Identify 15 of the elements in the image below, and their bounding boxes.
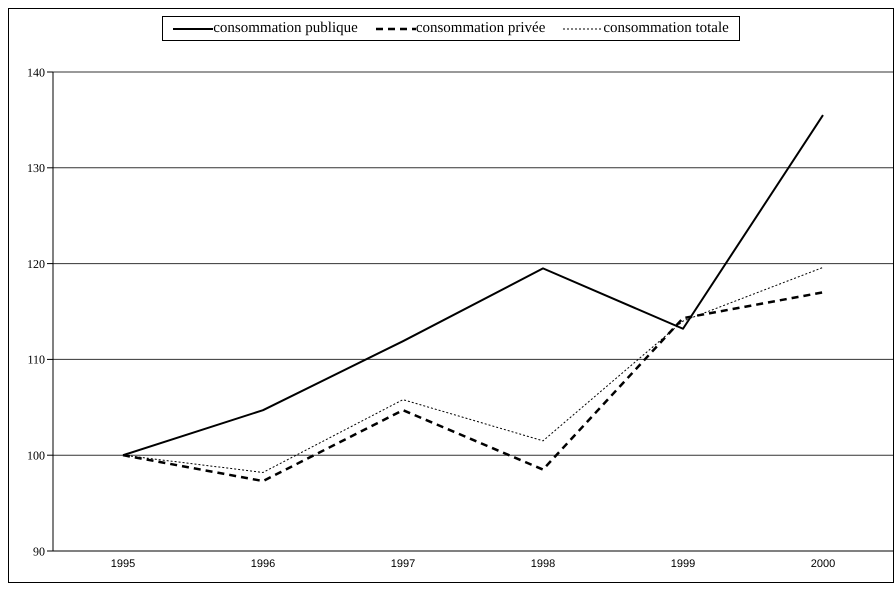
- x-tick-label: 1997: [390, 558, 416, 570]
- y-tick-label: 120: [27, 256, 45, 271]
- y-tick-label: 100: [27, 448, 45, 462]
- legend-label: consommation privée: [416, 20, 546, 37]
- x-tick-label: 1996: [250, 558, 276, 570]
- x-tick-label: 1999: [670, 558, 696, 570]
- legend-label: consommation publique: [213, 20, 358, 37]
- legend-label: consommation totale: [603, 20, 729, 37]
- y-tick-label: 140: [27, 65, 45, 80]
- x-tick-label: 2000: [810, 558, 836, 570]
- x-tick-label: 1995: [110, 558, 136, 570]
- x-tick-label: 1998: [530, 558, 556, 570]
- y-tick-label: 90: [33, 544, 45, 558]
- y-tick-label: 110: [27, 352, 45, 367]
- y-tick-label: 130: [27, 161, 45, 176]
